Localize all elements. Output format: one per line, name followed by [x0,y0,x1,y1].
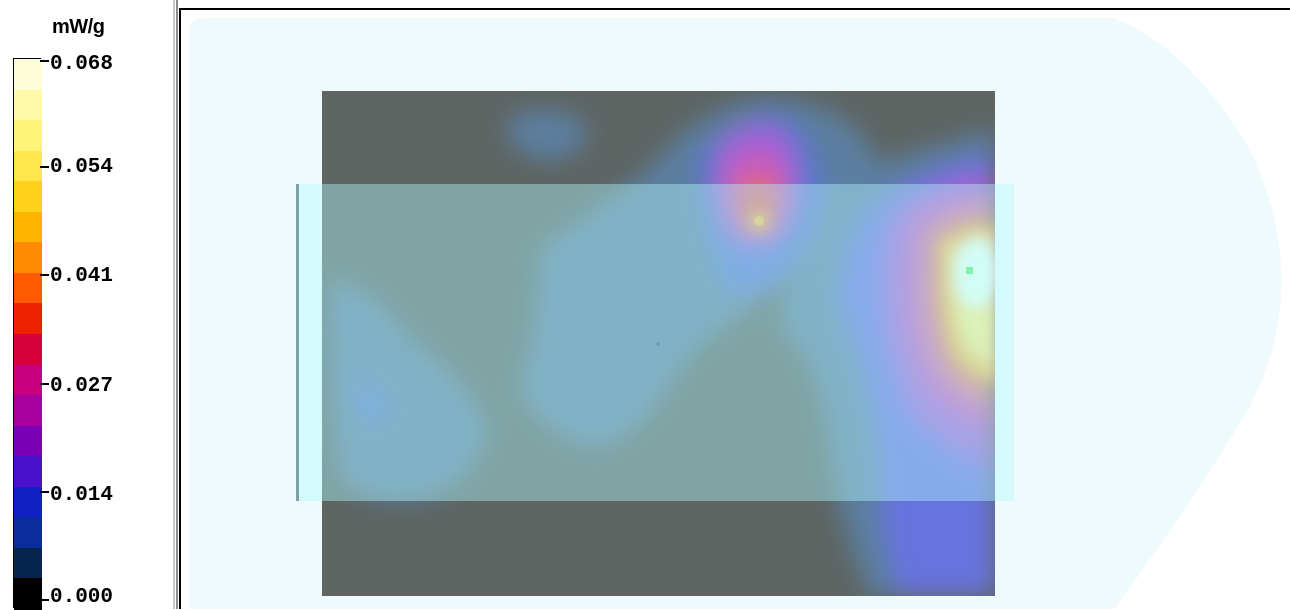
legend-color-swatch [14,150,42,182]
legend-tick [40,274,49,276]
legend-color-swatch [14,425,42,457]
legend-tick [40,60,49,62]
legend-color-swatch [14,120,42,152]
legend-color-swatch [14,272,42,305]
legend-unit-label: mW/g [52,16,105,38]
legend-color-swatch [14,242,42,274]
legend-color-swatch [14,547,42,580]
legend-color-swatch [14,578,42,610]
legend-tick-label: 0.027 [50,375,114,398]
legend-color-swatch [14,364,42,396]
sar-distribution-view[interactable] [179,8,1290,609]
sar-hotspot [748,210,995,383]
legend-tick-label: 0.000 [50,586,114,609]
device-edge [296,184,299,501]
global-max-marker[interactable] [966,267,973,274]
legend-color-swatch [14,89,42,121]
legend-color-swatch [14,303,42,335]
sar-plot-canvas[interactable] [179,8,1290,609]
legend-color-swatch [14,181,42,213]
color-legend: mW/g 0.068 0.054 0.041 0.027 0.014 0.000 [0,0,172,610]
legend-tick-label: 0.041 [50,265,114,288]
view-border-left [179,8,181,609]
legend-tick [40,491,49,493]
legend-tick [40,166,49,168]
legend-tick-label: 0.014 [50,484,114,507]
peak-region [955,239,995,307]
legend-colorbar [13,58,42,610]
legend-color-swatch [14,395,42,427]
panel-divider-shadow [176,0,178,609]
legend-color-swatch [14,456,42,488]
legend-tick [40,383,49,385]
probe-point-marker [656,342,660,346]
panel-divider[interactable] [173,0,175,609]
local-max-marker [754,216,764,226]
legend-tick-label: 0.054 [50,156,114,179]
legend-tick-label: 0.068 [50,53,114,76]
legend-color-swatch [14,334,42,366]
legend-color-swatch [14,486,42,518]
device-outline-overlay [296,184,1014,501]
legend-tick [40,599,49,601]
view-border-top [179,8,1290,10]
legend-color-swatch [14,59,42,91]
legend-color-swatch [14,517,42,549]
legend-color-swatch [14,211,42,243]
